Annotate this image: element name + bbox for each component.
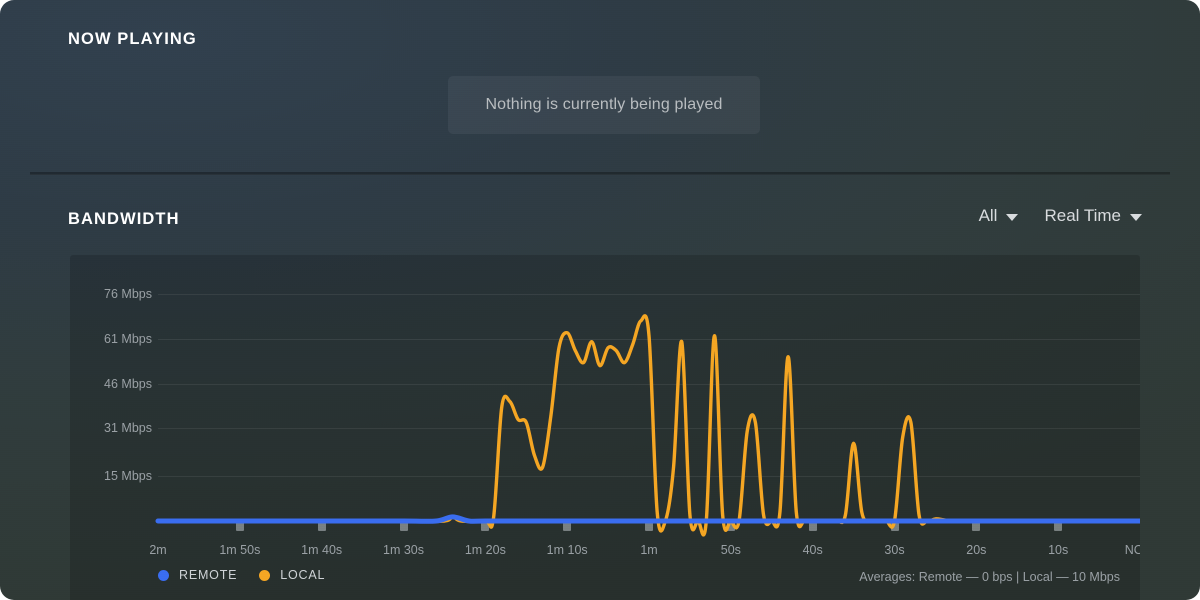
legend-item-remote[interactable]: REMOTE (158, 568, 237, 582)
remote-series-dot-icon (158, 569, 169, 581)
x-axis-tick-marker (317, 522, 326, 531)
averages-summary: Averages: Remote — 0 bps | Local — 10 Mb… (859, 570, 1120, 584)
section-divider (30, 172, 1170, 175)
x-axis-tick-label: 1m 50s (219, 543, 261, 557)
legend-label-local: LOCAL (280, 568, 326, 582)
x-axis-tick-label: 10s (1048, 543, 1069, 557)
chevron-down-icon (1130, 214, 1142, 221)
x-axis-tick-label: 20s (966, 543, 987, 557)
x-axis-tick-marker (399, 522, 408, 531)
y-gridline (158, 428, 1140, 430)
x-axis-tick-label: 30s (884, 543, 905, 557)
x-axis-tick-label: 1m (640, 543, 658, 557)
mode-filter-dropdown[interactable]: Real Time (1044, 206, 1142, 226)
x-axis-tick-marker (235, 522, 244, 531)
x-axis-tick-label: 1m 20s (464, 543, 506, 557)
x-axis-tick-label: 1m 10s (546, 543, 588, 557)
mode-filter-value: Real Time (1044, 206, 1121, 225)
x-axis-tick-marker (645, 522, 653, 531)
x-axis-tick-label: 1m 40s (301, 543, 343, 557)
chevron-down-icon (1006, 214, 1019, 221)
legend-item-local[interactable]: LOCAL (259, 568, 325, 582)
bandwidth-controls: All Real Time (979, 206, 1142, 226)
bandwidth-chart-panel[interactable]: 15 Mbps 31 Mbps 46 Mbps 61 Mbps 76 Mbps 2m 1m … (70, 255, 1140, 600)
x-axis-tick-marker (1054, 522, 1063, 531)
x-axis-tick-label: 1m 30s (383, 543, 424, 557)
y-axis-tick-label: 31 Mbps (104, 421, 152, 436)
now-playing-empty-message: Nothing is currently being played (485, 96, 723, 113)
x-axis-tick-label: 40s (802, 543, 823, 557)
y-gridline (158, 293, 1140, 295)
x-axis-tick-marker (972, 522, 981, 531)
bandwidth-title: BANDWIDTH (68, 210, 180, 228)
chart-legend: REMOTE LOCAL (158, 568, 325, 582)
legend-label-remote: REMOTE (179, 568, 238, 582)
local-series-dot-icon (259, 569, 271, 581)
y-axis-tick-label: 76 Mbps (104, 286, 152, 301)
y-gridline (158, 476, 1140, 478)
now-playing-title: NOW PLAYING (68, 30, 197, 48)
x-axis-tick-marker (563, 522, 572, 531)
chart-series-canvas (155, 314, 1140, 537)
x-axis-tick-marker (808, 522, 817, 531)
x-axis-tick-label: 50s (720, 543, 741, 557)
x-axis-tick-marker (481, 522, 490, 531)
x-axis-tick-marker (726, 522, 735, 531)
series-line-remote (155, 514, 1140, 524)
y-axis-tick-label: 15 Mbps (104, 469, 152, 484)
chart-plot-area[interactable]: 15 Mbps 31 Mbps 46 Mbps 61 Mbps 76 Mbps 2m 1m … (70, 255, 1140, 600)
y-axis-tick-label: 46 Mbps (104, 376, 152, 391)
series-line-local (156, 314, 1140, 537)
scope-filter-value: All (978, 206, 998, 225)
scope-filter-dropdown[interactable]: All (979, 206, 1019, 226)
y-axis-tick-label: 61 Mbps (104, 331, 152, 346)
now-playing-empty-card: Nothing is currently being played (448, 76, 760, 134)
y-gridline (158, 383, 1140, 385)
x-axis-tick-label: NOW (1124, 543, 1140, 557)
x-axis-tick-label: 2m (149, 543, 167, 557)
